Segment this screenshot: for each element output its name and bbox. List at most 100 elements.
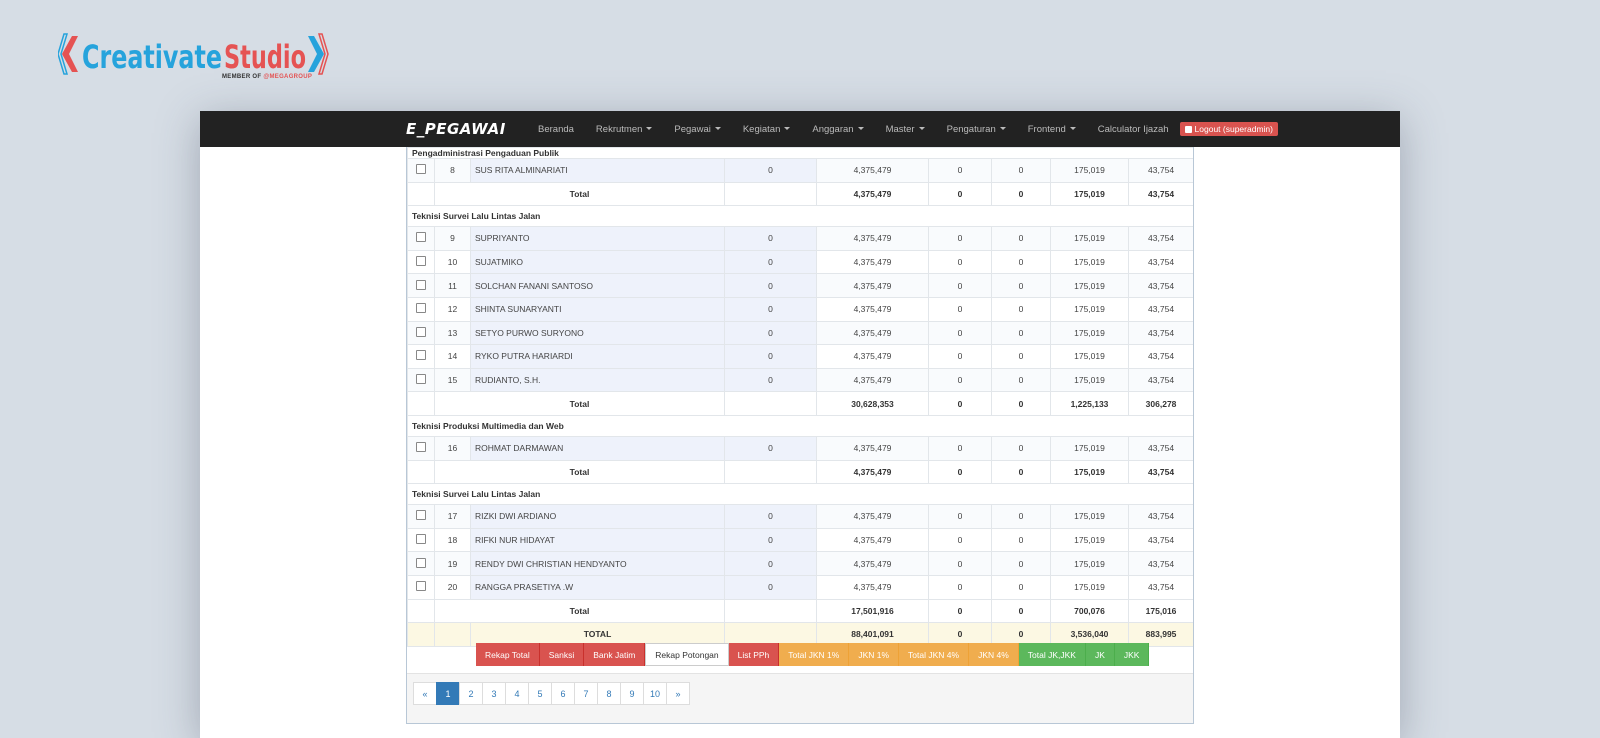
- total-value: 0: [991, 598, 1051, 624]
- pagination-page[interactable]: 9: [620, 682, 644, 705]
- value-cell: 0: [724, 435, 817, 461]
- report-button-jkn-1-[interactable]: JKN 1%: [849, 643, 900, 666]
- nav-rekrutmen[interactable]: Rekrutmen: [585, 124, 663, 135]
- report-button-jkk[interactable]: JKK: [1114, 643, 1150, 666]
- nav-anggaran[interactable]: Anggaran: [801, 124, 874, 135]
- pagination-page[interactable]: 6: [551, 682, 575, 705]
- row-number: 17: [434, 504, 471, 529]
- row-checkbox-cell: [407, 435, 435, 461]
- value-cell: 175,019: [1050, 574, 1129, 600]
- group-header-row: Teknisi Survei Lalu Lintas Jalan: [407, 483, 1193, 506]
- pagination-page[interactable]: 10: [643, 682, 667, 705]
- pagination: «1 2 3 4 5 6 7 8 9 10»: [413, 682, 690, 705]
- row-checkbox[interactable]: [416, 326, 426, 337]
- group-title: Teknisi Produksi Multimedia dan Web: [407, 414, 1193, 437]
- logout-icon: [1184, 126, 1192, 133]
- row-checkbox[interactable]: [416, 581, 426, 592]
- value-cell: 0: [724, 249, 817, 275]
- report-button-total-jk-jkk[interactable]: Total JK,JKK: [1018, 643, 1086, 666]
- group-title: Pengadministrasi Pengaduan Publik: [407, 147, 1193, 159]
- report-button-total-jkn-4-[interactable]: Total JKN 4%: [899, 643, 970, 666]
- row-checkbox-cell: [407, 249, 435, 275]
- value-cell: 175,019: [1050, 435, 1129, 461]
- value-cell: 0: [928, 504, 992, 529]
- table-row: 19 RENDY DWI CHRISTIAN HENDYANTO 0 4,375,47…: [407, 551, 1193, 576]
- value-cell: 0: [724, 296, 817, 322]
- logo-word-studio: Studio: [224, 38, 306, 76]
- total-value: 0: [991, 391, 1051, 416]
- row-checkbox[interactable]: [416, 510, 426, 521]
- caret-down-icon: [1069, 127, 1076, 131]
- caret-down-icon: [646, 127, 653, 131]
- value-cell: 0: [928, 158, 992, 183]
- nav-frontend[interactable]: Frontend: [1017, 124, 1087, 135]
- report-button-rekap-potongan[interactable]: Rekap Potongan: [645, 643, 729, 666]
- pagination-prev[interactable]: «: [413, 682, 437, 705]
- pagination-page[interactable]: 3: [482, 682, 506, 705]
- value-cell: 0: [928, 574, 992, 600]
- row-checkbox[interactable]: [416, 374, 426, 385]
- row-number: 11: [434, 273, 471, 298]
- row-checkbox[interactable]: [416, 232, 426, 243]
- logout-button[interactable]: Logout (superadmin): [1179, 122, 1278, 136]
- pagination-next[interactable]: »: [666, 682, 690, 705]
- employee-name: SUJATMIKO: [470, 249, 725, 275]
- value-cell: 4,375,479: [816, 158, 929, 183]
- report-button-sanksi[interactable]: Sanksi: [539, 643, 585, 666]
- pagination-page[interactable]: 8: [597, 682, 621, 705]
- report-button-total-jkn-1-[interactable]: Total JKN 1%: [779, 643, 850, 666]
- navbar-brand[interactable]: E_PEGAWAI: [406, 120, 506, 138]
- row-checkbox[interactable]: [416, 164, 426, 175]
- total-value: 17,501,916: [816, 598, 929, 624]
- table-row: 11 SOLCHAN FANANI SANTOSO 0 4,375,479 0 0 175,…: [407, 273, 1193, 298]
- pagination-page[interactable]: 7: [574, 682, 598, 705]
- value-cell: 175,019: [1050, 296, 1129, 322]
- empty-cell: [724, 391, 817, 416]
- total-value: 0: [928, 181, 992, 207]
- nav-pengaturan[interactable]: Pengaturan: [936, 124, 1017, 135]
- report-button-jk[interactable]: JK: [1085, 643, 1115, 666]
- row-checkbox[interactable]: [416, 442, 426, 453]
- row-number: 19: [434, 551, 471, 576]
- row-checkbox[interactable]: [416, 350, 426, 361]
- value-cell: 43,754: [1127, 527, 1193, 553]
- row-checkbox[interactable]: [416, 303, 426, 314]
- caret-down-icon: [999, 127, 1006, 131]
- value-cell: 175,019: [1050, 504, 1129, 529]
- pagination-page[interactable]: 1: [436, 682, 460, 705]
- nav-beranda[interactable]: Beranda: [538, 123, 574, 135]
- report-button-rekap-total[interactable]: Rekap Total: [476, 643, 540, 666]
- row-checkbox[interactable]: [416, 557, 426, 568]
- employee-name: RYKO PUTRA HARIARDI: [470, 344, 725, 369]
- nav-master[interactable]: Master: [875, 124, 936, 135]
- row-checkbox[interactable]: [416, 256, 426, 267]
- grand-total-value: 0: [928, 622, 992, 647]
- total-label: Total: [434, 391, 725, 416]
- total-value: 175,019: [1050, 181, 1129, 207]
- group-total-row: Total 17,501,916 0 0 700,076 175,016: [407, 598, 1193, 624]
- total-value: 0: [991, 181, 1051, 207]
- total-value: 4,375,479: [816, 181, 929, 207]
- report-button-list-pph[interactable]: List PPh: [728, 643, 780, 666]
- report-button-bank-jatim[interactable]: Bank Jatim: [584, 643, 646, 666]
- nav-kegiatan[interactable]: Kegiatan: [732, 124, 802, 135]
- value-cell: 0: [724, 527, 817, 553]
- value-cell: 0: [991, 249, 1051, 275]
- row-checkbox-cell: [407, 367, 435, 393]
- nav-calculator-ijazah[interactable]: Calculator Ijazah: [1097, 123, 1169, 135]
- row-checkbox[interactable]: [416, 279, 426, 290]
- value-cell: 175,019: [1050, 158, 1129, 183]
- total-value: 1,225,133: [1050, 391, 1129, 416]
- table-row: 10 SUJATMIKO 0 4,375,479 0 0 175,019 43,754: [407, 249, 1193, 275]
- row-checkbox-cell: [407, 296, 435, 322]
- nav-pegawai[interactable]: Pegawai: [663, 124, 731, 135]
- pagination-page[interactable]: 4: [505, 682, 529, 705]
- value-cell: 4,375,479: [816, 527, 929, 553]
- logo-graphic: Creativate Studio: [58, 33, 329, 76]
- pagination-page[interactable]: 2: [459, 682, 483, 705]
- row-checkbox[interactable]: [416, 534, 426, 545]
- pagination-page[interactable]: 5: [528, 682, 552, 705]
- value-cell: 0: [991, 344, 1051, 369]
- pagination-area: «1 2 3 4 5 6 7 8 9 10»: [407, 673, 1193, 723]
- report-button-jkn-4-[interactable]: JKN 4%: [969, 643, 1019, 666]
